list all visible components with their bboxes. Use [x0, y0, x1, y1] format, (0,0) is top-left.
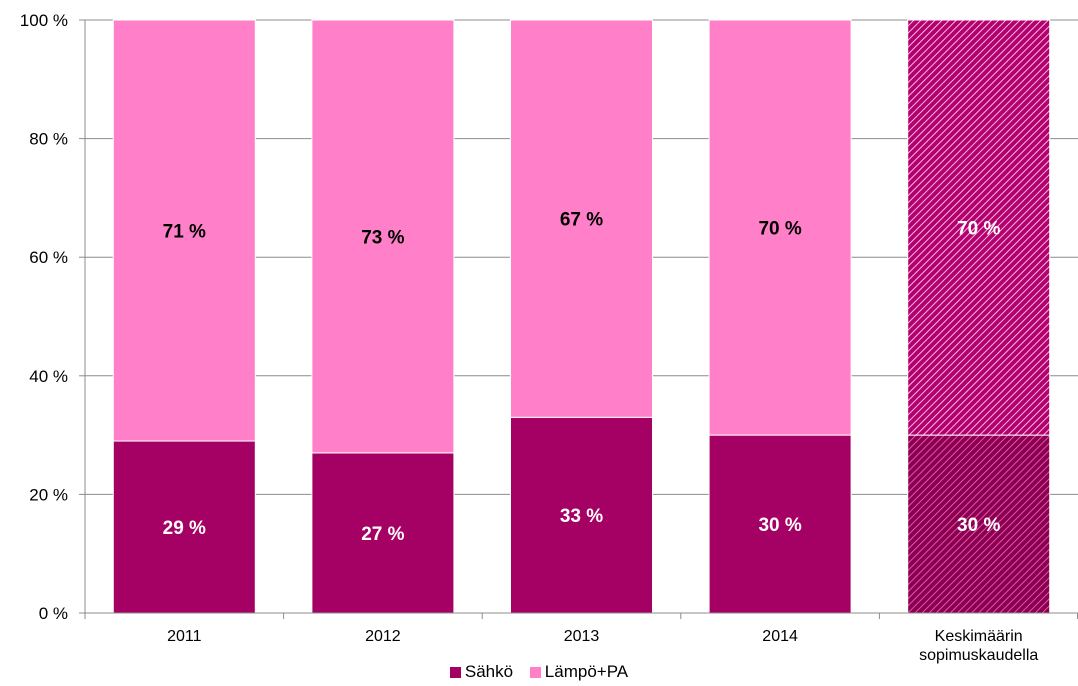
x-tick-label: 2013 [564, 628, 600, 645]
data-label: 67 % [560, 210, 603, 231]
x-tick-label: 2014 [762, 628, 798, 645]
axes: 0 % 20 % 40 % 60 % 80 % 100 % 2011 2012 2013 2014… [20, 11, 1078, 664]
y-tick-label: 60 % [29, 248, 68, 267]
bar-segment-sahko [708, 434, 852, 614]
bar-segment-lampo [112, 19, 256, 442]
data-label: 30 % [758, 515, 801, 536]
bar-segment-lampo [907, 19, 1051, 436]
legend-swatch-sahko [449, 667, 461, 678]
legend-item-lampo: Lämpö+PA [529, 662, 629, 682]
data-label: 71 % [163, 222, 206, 243]
y-tick-label: 20 % [29, 485, 68, 504]
legend: Sähkö Lämpö+PA [0, 662, 1078, 682]
x-tick-label: 2012 [365, 628, 401, 645]
data-label: 27 % [361, 524, 404, 545]
legend-swatch-lampo [529, 667, 541, 678]
bar-segment-lampo [510, 19, 653, 418]
y-tick-label: 0 % [39, 604, 68, 623]
y-tick-label: 40 % [29, 367, 68, 386]
y-tick-label: 80 % [29, 130, 68, 149]
data-label: 33 % [560, 506, 603, 527]
data-label: 73 % [361, 227, 404, 248]
x-tick-label: Keskimäärin sopimuskaudella [919, 628, 1038, 664]
legend-item-sahko: Sähkö [449, 662, 514, 682]
y-tick-label: 100 % [20, 11, 68, 30]
legend-label-lampo: Lämpö+PA [544, 662, 629, 681]
x-tick-label: 2011 [167, 628, 202, 645]
data-label: 30 % [957, 515, 1000, 536]
bar-segment-lampo [708, 19, 852, 436]
legend-label-sahko: Sähkö [464, 662, 514, 681]
data-label: 70 % [957, 219, 1000, 240]
data-labels: 29 % 71 % 27 % 73 % 33 % 67 % 30 % 70 % 30 % 70 % [163, 210, 1001, 545]
bar-segment-sahko [907, 434, 1051, 614]
bar-segment-sahko [112, 440, 256, 614]
data-label: 70 % [758, 219, 801, 240]
bars-group [112, 19, 1051, 614]
data-label: 29 % [163, 518, 206, 539]
bar-segment-sahko [510, 416, 653, 614]
bar-segment-lampo [311, 19, 455, 454]
